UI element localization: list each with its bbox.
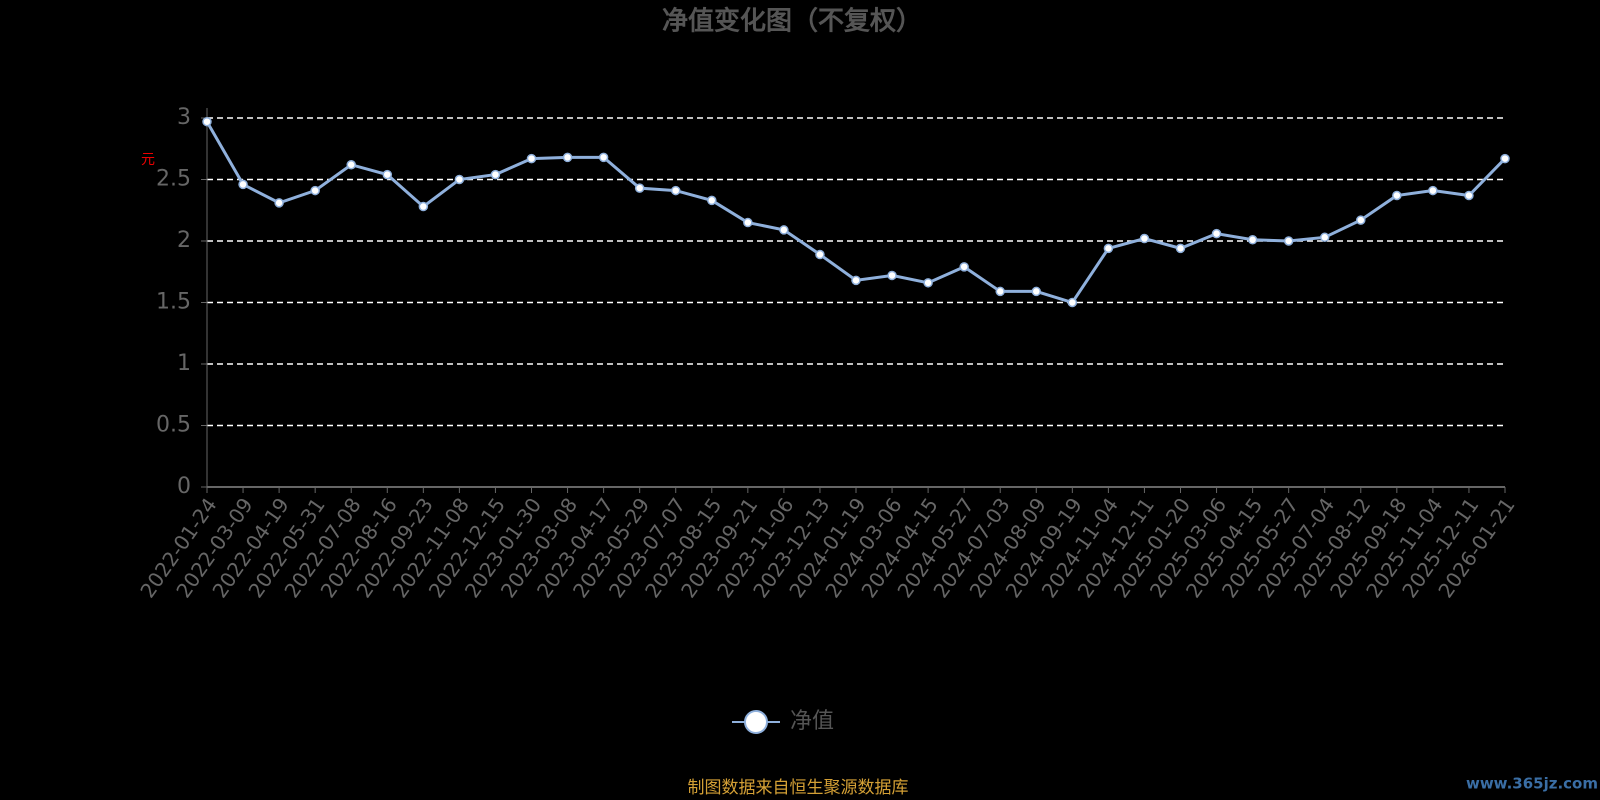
point bbox=[598, 152, 609, 163]
point bbox=[1356, 215, 1366, 225]
y-tick-label: 2 bbox=[177, 228, 191, 253]
point bbox=[418, 201, 429, 212]
point bbox=[1319, 232, 1330, 243]
point bbox=[562, 152, 573, 163]
point bbox=[887, 270, 897, 281]
y-tick-label: 1 bbox=[177, 351, 191, 376]
point bbox=[634, 183, 645, 193]
point bbox=[779, 225, 789, 235]
point bbox=[202, 116, 212, 127]
point bbox=[1067, 297, 1078, 308]
point bbox=[707, 195, 717, 206]
point bbox=[346, 159, 356, 170]
watermark: www.365jz.com bbox=[1466, 775, 1598, 793]
y-axis-label: 元 bbox=[141, 152, 155, 168]
point bbox=[815, 249, 825, 260]
point bbox=[382, 169, 393, 180]
source-note: 制图数据来自恒生聚源数据库 bbox=[688, 778, 909, 798]
y-tick-label: 3 bbox=[177, 105, 191, 130]
point bbox=[1247, 235, 1258, 245]
point bbox=[454, 174, 465, 185]
point bbox=[1428, 185, 1438, 196]
point bbox=[923, 278, 933, 288]
point bbox=[743, 217, 753, 228]
point bbox=[490, 169, 501, 180]
point bbox=[1392, 190, 1402, 201]
point bbox=[1103, 243, 1114, 254]
point bbox=[1139, 233, 1150, 244]
point bbox=[1211, 228, 1222, 239]
point bbox=[1031, 286, 1042, 297]
point bbox=[238, 179, 248, 190]
legend-marker bbox=[744, 710, 768, 734]
point bbox=[310, 185, 320, 196]
point bbox=[526, 153, 537, 164]
point bbox=[670, 185, 681, 196]
y-tick-label: 1.5 bbox=[156, 290, 191, 315]
point bbox=[1283, 236, 1294, 246]
point bbox=[1500, 153, 1510, 164]
point bbox=[1175, 243, 1186, 254]
point bbox=[851, 275, 861, 286]
chart-title: 净值变化图（不复权） bbox=[662, 6, 922, 37]
y-tick-label: 2.5 bbox=[156, 167, 191, 192]
y-tick-label: 0 bbox=[177, 474, 191, 499]
point bbox=[274, 198, 284, 208]
y-tick-label: 0.5 bbox=[156, 413, 191, 438]
point bbox=[995, 286, 1005, 297]
point bbox=[959, 262, 969, 272]
point bbox=[1464, 190, 1474, 201]
legend-label: 净值 bbox=[790, 709, 834, 734]
line bbox=[205, 120, 1507, 305]
